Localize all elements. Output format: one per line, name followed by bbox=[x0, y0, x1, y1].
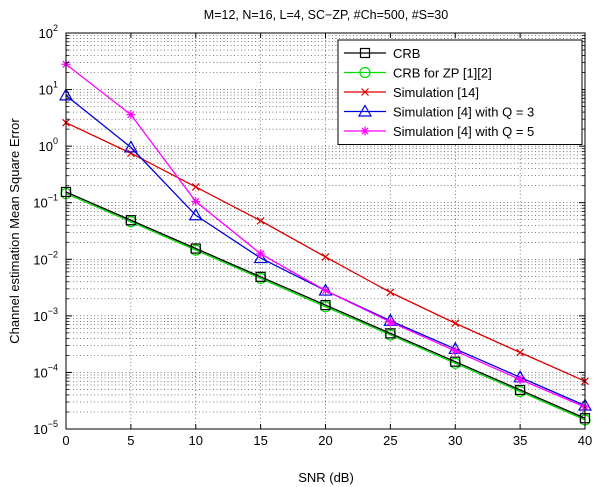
data-point bbox=[386, 288, 395, 297]
data-point bbox=[253, 250, 268, 264]
series-line bbox=[65, 192, 586, 421]
data-point bbox=[451, 319, 460, 328]
data-point bbox=[515, 384, 526, 396]
data-point bbox=[357, 104, 373, 117]
x-tick-label: 20 bbox=[318, 433, 332, 448]
x-tick-label: 15 bbox=[253, 433, 267, 448]
data-point bbox=[256, 249, 266, 259]
y-tick-label: 102 bbox=[39, 23, 58, 41]
data-point bbox=[320, 299, 331, 311]
y-tick-label: 10−4 bbox=[33, 362, 58, 380]
y-axis-label: Channel estimation Mean Square Error bbox=[7, 118, 22, 344]
data-point bbox=[450, 346, 460, 356]
data-point bbox=[191, 183, 200, 191]
y-tick-label: 10−5 bbox=[33, 419, 58, 437]
legend-label: Simulation [4] with Q = 3 bbox=[393, 105, 534, 120]
x-tick-label: 30 bbox=[448, 433, 462, 448]
legend-entry: Simulation [4] with Q = 3 bbox=[344, 104, 534, 120]
data-point bbox=[361, 88, 369, 96]
y-tick-label: 10−1 bbox=[33, 193, 58, 211]
data-point bbox=[515, 374, 525, 384]
y-tick-label: 101 bbox=[39, 80, 58, 98]
data-point bbox=[255, 271, 266, 282]
data-point bbox=[256, 216, 265, 225]
data-point bbox=[191, 197, 201, 207]
series-crb bbox=[60, 186, 591, 424]
data-point bbox=[188, 208, 203, 221]
legend-entry: CRB bbox=[344, 46, 420, 61]
series-line bbox=[65, 191, 586, 419]
data-point bbox=[385, 328, 396, 339]
x-axis-label: SNR (dB) bbox=[298, 470, 354, 485]
legend: CRB CRB for ZP [1][2] Simulation [14] Simul… bbox=[337, 39, 583, 145]
x-tick-label: 35 bbox=[513, 433, 527, 448]
data-point bbox=[359, 47, 371, 59]
x-tick-label: 0 bbox=[62, 433, 69, 448]
series-layer bbox=[58, 59, 593, 426]
x-tick-label: 5 bbox=[127, 433, 134, 448]
legend-label: Simulation [14] bbox=[393, 85, 479, 100]
x-tick-label: 40 bbox=[578, 433, 592, 448]
y-tick-label: 10−2 bbox=[33, 249, 58, 267]
data-point bbox=[360, 126, 370, 136]
x-tick-label: 25 bbox=[383, 433, 397, 448]
y-tick-label: 10−3 bbox=[33, 306, 58, 324]
data-point bbox=[359, 66, 371, 79]
legend-entry: Simulation [4] with Q = 5 bbox=[344, 124, 534, 139]
legend-label: CRB bbox=[393, 46, 420, 61]
legend-entry: CRB for ZP [1][2] bbox=[344, 66, 492, 81]
legend-label: CRB for ZP [1][2] bbox=[393, 66, 492, 81]
data-point bbox=[516, 348, 525, 357]
y-tick-label: 100 bbox=[39, 136, 58, 154]
data-point bbox=[126, 110, 136, 120]
data-point bbox=[321, 286, 330, 296]
data-point bbox=[126, 149, 135, 158]
x-tick-label: 10 bbox=[189, 433, 203, 448]
data-point bbox=[321, 253, 330, 261]
data-point bbox=[318, 283, 333, 296]
chart-title: M=12, N=16, L=4, SC−ZP, #Ch=500, #S=30 bbox=[204, 8, 448, 22]
legend-label: Simulation [4] with Q = 5 bbox=[393, 124, 534, 139]
legend-entry: Simulation [14] bbox=[344, 85, 479, 100]
data-point bbox=[190, 243, 201, 254]
data-point bbox=[385, 317, 395, 327]
data-point bbox=[123, 140, 138, 153]
data-point bbox=[450, 356, 461, 367]
data-point bbox=[125, 215, 136, 226]
ticks: 0 5 10 15 20 25 30 35 40 10−5 10−4 10−3 10−2 10−1 100 1… bbox=[33, 23, 592, 448]
